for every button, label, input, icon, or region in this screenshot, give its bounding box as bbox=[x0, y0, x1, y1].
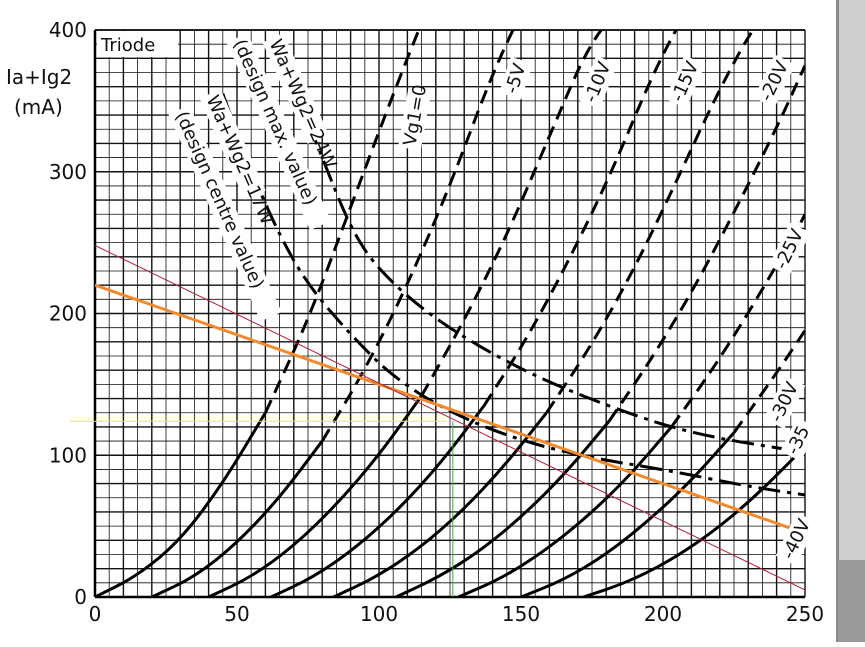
curve-labels: Vg1=0-5V -10V -15V -20V-25V-30V-35-40VWa+Wg… bbox=[168, 33, 818, 566]
right-edge-divider bbox=[836, 0, 839, 642]
series-20v-dashed bbox=[545, 30, 755, 414]
series-15v-solid bbox=[270, 404, 486, 597]
curve-label-bg bbox=[768, 222, 811, 276]
series-load-line-red bbox=[95, 245, 805, 591]
curve-label-bg bbox=[775, 512, 818, 566]
series-vg1-0-solid bbox=[95, 411, 267, 597]
axes bbox=[70, 29, 805, 599]
curve-label-bg bbox=[753, 54, 796, 108]
series-30v-dashed bbox=[670, 213, 805, 428]
series-25v-solid bbox=[395, 420, 611, 597]
curve-label-bg bbox=[398, 89, 431, 151]
curve-label-bg bbox=[780, 417, 818, 462]
curve-label-bg bbox=[664, 55, 706, 109]
series-vg1-0-dashed bbox=[264, 30, 421, 414]
series-10v-solid bbox=[207, 394, 423, 597]
series-25v-dashed bbox=[607, 64, 805, 423]
x-tick-label: 200 bbox=[644, 602, 682, 626]
y-axis-unit: (mA) bbox=[14, 95, 63, 119]
right-edge-shade bbox=[838, 560, 865, 642]
y-tick-label: 0 bbox=[74, 585, 87, 609]
series-35-solid bbox=[520, 431, 736, 597]
y-tick-label: 100 bbox=[49, 443, 87, 467]
y-tick-label: 200 bbox=[49, 302, 87, 326]
y-axis-label: Ia+Ig2 bbox=[6, 65, 72, 89]
right-edge-bar bbox=[838, 0, 865, 642]
y-tick-label: 300 bbox=[49, 160, 87, 184]
curve-label-bg bbox=[262, 33, 329, 144]
series-wa-wg2-17w bbox=[221, 93, 805, 497]
x-tick-label: 0 bbox=[89, 602, 102, 626]
series-20v-solid bbox=[332, 411, 548, 597]
series-10v-dashed bbox=[420, 30, 604, 397]
series-wa-wg2-24w bbox=[292, 86, 805, 454]
series-40v bbox=[583, 445, 805, 597]
curve-label-bg bbox=[499, 56, 533, 100]
series-layer bbox=[95, 30, 805, 597]
curve-label-bg bbox=[763, 375, 806, 429]
x-tick-label: 50 bbox=[224, 602, 249, 626]
x-tick-label: 100 bbox=[360, 602, 398, 626]
curve-label-bg bbox=[578, 55, 618, 109]
curve-label-bg bbox=[168, 105, 282, 322]
series-30v-solid bbox=[457, 425, 673, 597]
curve-label-bg bbox=[226, 33, 332, 231]
y-axis-label-group: Ia+Ig2 (mA) bbox=[0, 58, 85, 122]
x-tick-label: 150 bbox=[502, 602, 540, 626]
y-tick-label: 400 bbox=[49, 18, 87, 42]
chart-title: Triode bbox=[100, 35, 155, 56]
curve-label-bg bbox=[199, 89, 266, 200]
series-5v-dashed bbox=[320, 30, 515, 442]
series-5v-solid bbox=[151, 440, 324, 597]
series-35-dashed bbox=[732, 329, 805, 434]
x-tick-label: 250 bbox=[786, 602, 824, 626]
series-15v-dashed bbox=[482, 30, 678, 407]
tick-labels: 0 50 100 150 200 250 0 100 200 300 400 bbox=[49, 18, 824, 626]
title-box: Triode bbox=[97, 31, 178, 57]
